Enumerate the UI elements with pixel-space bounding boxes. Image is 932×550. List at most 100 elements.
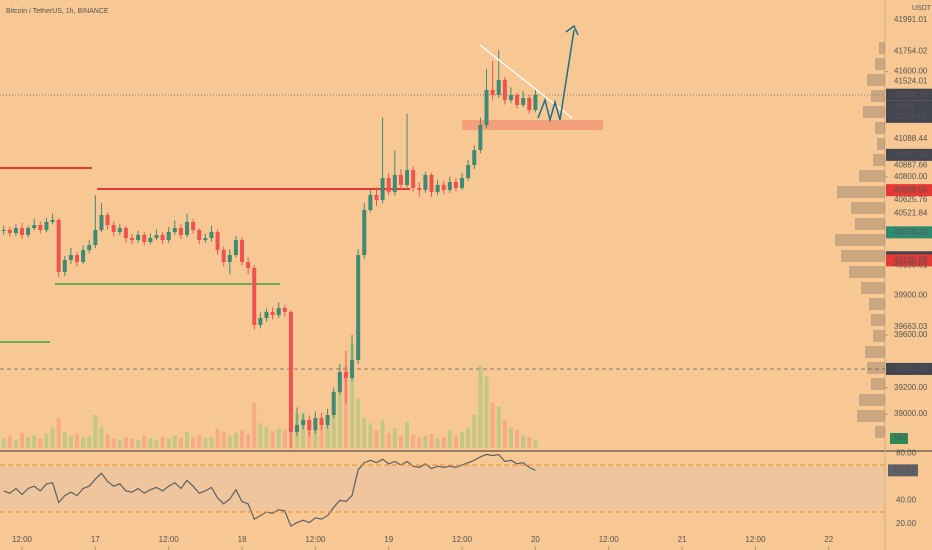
volume-bar bbox=[50, 427, 55, 448]
candle-body bbox=[221, 250, 226, 263]
price-badge bbox=[886, 226, 932, 239]
volume-bar bbox=[325, 420, 330, 448]
series bbox=[1, 50, 538, 527]
volume-bar bbox=[197, 435, 202, 448]
volume-bar bbox=[508, 427, 513, 448]
candle-body bbox=[386, 177, 391, 192]
candle-body bbox=[282, 307, 287, 312]
candle-body bbox=[496, 79, 501, 95]
volume-bar bbox=[44, 434, 49, 448]
volume-bar bbox=[398, 435, 403, 448]
price-label: 40699.55 bbox=[894, 185, 928, 194]
x-tick-label: 12:00 bbox=[12, 535, 33, 544]
volume-bar bbox=[521, 435, 526, 448]
volume-bar bbox=[502, 420, 507, 448]
candle-body bbox=[215, 231, 220, 251]
price-label: 39900.00 bbox=[894, 291, 928, 300]
price-label: 40625.76 bbox=[894, 195, 928, 204]
price-label: 41991.01 bbox=[894, 15, 928, 24]
candle-body bbox=[32, 225, 37, 229]
volume-bar bbox=[99, 427, 104, 448]
volume-bar bbox=[337, 384, 342, 448]
candle-body bbox=[502, 79, 507, 100]
volume-profile bbox=[835, 42, 885, 438]
candle-body bbox=[117, 228, 122, 232]
candle-body bbox=[380, 177, 385, 200]
candle-body bbox=[105, 214, 110, 225]
profile-bar bbox=[835, 234, 885, 247]
candle-body bbox=[246, 262, 251, 268]
x-tick-label: 18 bbox=[238, 535, 247, 544]
volume-bar bbox=[392, 428, 397, 448]
price-badge bbox=[886, 184, 932, 197]
candle-body bbox=[368, 194, 373, 210]
candle-body bbox=[319, 417, 324, 425]
profile-bar bbox=[837, 186, 885, 199]
profile-bar bbox=[859, 169, 885, 182]
candle-body bbox=[337, 372, 342, 392]
price-label: 41754.02 bbox=[894, 46, 928, 55]
chart-title: Bitcoin / TetherUS, 1h, BINANCE bbox=[6, 8, 109, 15]
candle-body bbox=[191, 221, 196, 231]
volume-bar bbox=[123, 437, 128, 448]
price-label: 40521.84 bbox=[894, 209, 928, 218]
price-badge bbox=[886, 88, 932, 101]
rsi-line bbox=[3, 453, 536, 527]
x-tick-label: 17 bbox=[91, 535, 100, 544]
candle-body bbox=[258, 318, 263, 325]
profile-bar bbox=[841, 249, 885, 262]
volume-bar bbox=[26, 437, 31, 448]
volume-bar bbox=[343, 365, 348, 448]
profile-bar bbox=[873, 154, 885, 167]
x-tick-label: 20 bbox=[531, 535, 540, 544]
volume-bar bbox=[417, 437, 422, 448]
candle-body bbox=[276, 307, 281, 315]
candle-body bbox=[166, 231, 171, 241]
candle-body bbox=[478, 125, 483, 151]
volume-bar bbox=[460, 431, 465, 448]
volume-bar bbox=[301, 412, 306, 448]
profile-bar bbox=[849, 266, 885, 279]
volume-bar bbox=[319, 421, 324, 448]
candle-body bbox=[38, 225, 43, 231]
x-tick-label: 12:00 bbox=[599, 535, 620, 544]
candle-body bbox=[527, 98, 532, 110]
candle-body bbox=[62, 260, 67, 273]
candle-body bbox=[154, 235, 159, 239]
y-tick-label: 41600.00 bbox=[894, 67, 928, 76]
volume-bar bbox=[282, 430, 287, 448]
candle-body bbox=[307, 419, 312, 430]
candle-body bbox=[56, 219, 61, 273]
candle-body bbox=[7, 230, 12, 234]
currency: USDT bbox=[912, 5, 932, 12]
profile-bar bbox=[859, 393, 885, 406]
volume-bar bbox=[368, 423, 373, 448]
volume-bar bbox=[258, 423, 263, 448]
candle-body bbox=[508, 94, 513, 100]
candle-body bbox=[233, 240, 238, 256]
candle-body bbox=[270, 311, 275, 315]
volume-bar bbox=[405, 421, 410, 448]
volume-bar bbox=[136, 439, 141, 448]
candle-body bbox=[142, 235, 147, 242]
volume-bar bbox=[81, 437, 86, 448]
candle-body bbox=[87, 245, 92, 251]
volume-bar bbox=[527, 437, 532, 448]
rsi-badge bbox=[888, 464, 918, 477]
rsi-tick-label: 40.00 bbox=[896, 495, 917, 504]
volume-bar bbox=[172, 435, 177, 448]
volume-bar bbox=[331, 412, 336, 448]
candle-body bbox=[447, 182, 452, 190]
candle-body bbox=[398, 174, 403, 185]
volume-bar bbox=[276, 428, 281, 448]
volume-bar bbox=[423, 435, 428, 448]
candle-body bbox=[301, 419, 306, 425]
candle-body bbox=[411, 170, 416, 188]
rsi-label: 65.49 bbox=[894, 465, 915, 474]
countdown-badge bbox=[886, 100, 932, 112]
volume-bar bbox=[13, 439, 18, 448]
volume-bar bbox=[93, 415, 98, 448]
candle-body bbox=[227, 255, 232, 263]
candle-body bbox=[350, 360, 355, 378]
